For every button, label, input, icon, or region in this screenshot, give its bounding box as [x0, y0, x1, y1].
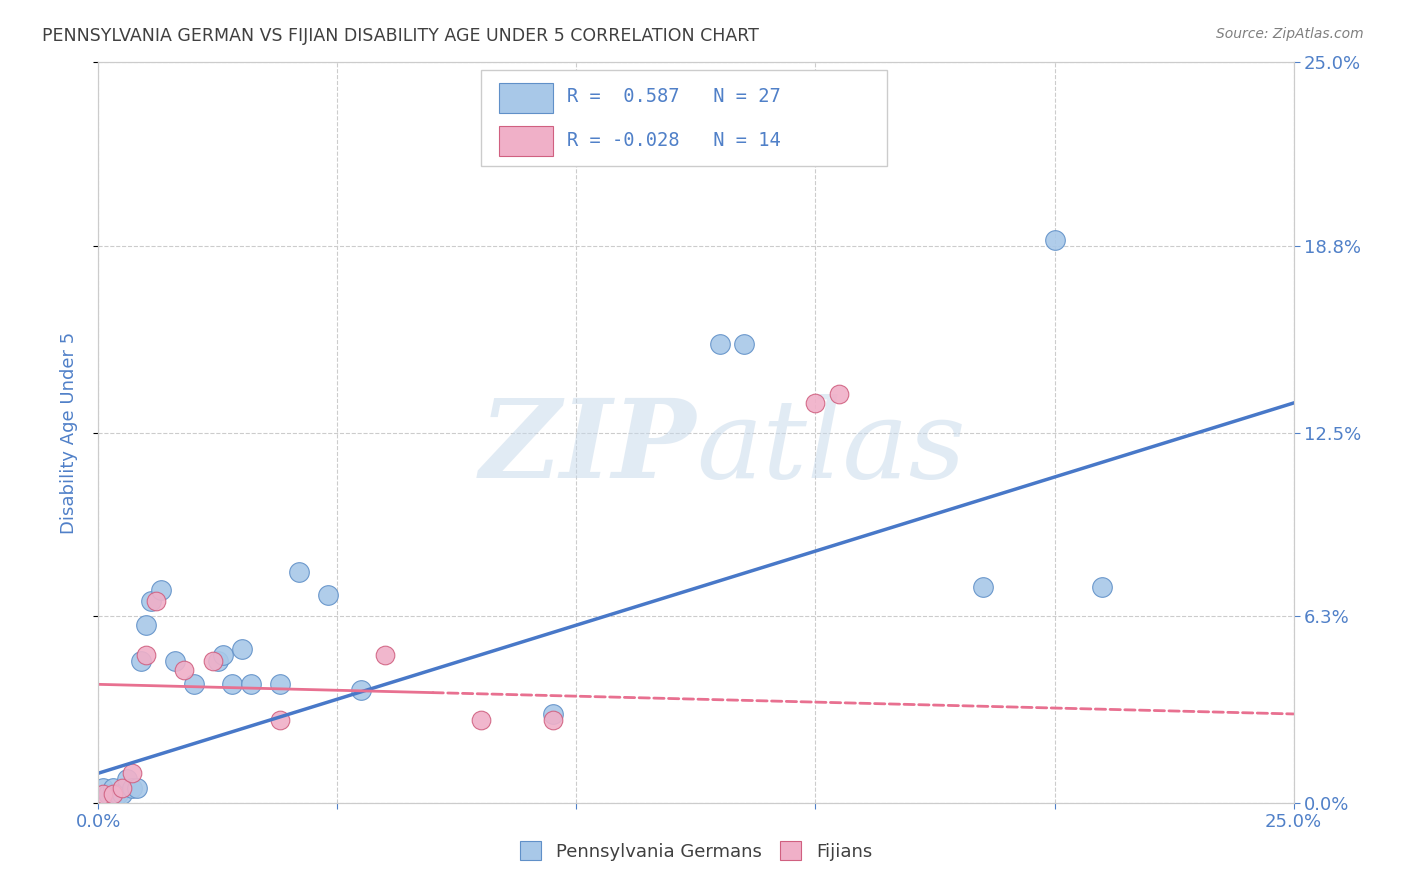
Text: PENNSYLVANIA GERMAN VS FIJIAN DISABILITY AGE UNDER 5 CORRELATION CHART: PENNSYLVANIA GERMAN VS FIJIAN DISABILITY…	[42, 27, 759, 45]
Point	[91, 780, 114, 795]
Point	[101, 780, 124, 795]
Point	[211, 648, 233, 662]
Point	[135, 648, 157, 662]
Point	[145, 594, 167, 608]
Point	[121, 780, 143, 795]
Text: atlas: atlas	[696, 393, 966, 501]
Point	[101, 787, 124, 801]
Y-axis label: Disability Age Under 5: Disability Age Under 5	[59, 332, 77, 533]
Point	[131, 654, 153, 668]
Point	[804, 396, 827, 410]
Point	[149, 582, 172, 597]
Point	[240, 677, 263, 691]
Point	[316, 589, 339, 603]
Point	[269, 677, 291, 691]
Point	[709, 336, 731, 351]
Legend: Pennsylvania Germans, Fijians: Pennsylvania Germans, Fijians	[513, 834, 879, 868]
FancyBboxPatch shape	[499, 83, 553, 113]
Point	[828, 387, 851, 401]
Text: ZIP: ZIP	[479, 393, 696, 501]
Point	[1043, 233, 1066, 247]
Point	[972, 580, 994, 594]
Point	[288, 565, 311, 579]
Point	[1091, 580, 1114, 594]
Point	[202, 654, 225, 668]
Point	[121, 766, 143, 780]
Point	[139, 594, 162, 608]
Point	[135, 618, 157, 632]
FancyBboxPatch shape	[481, 70, 887, 166]
Point	[231, 641, 253, 656]
Point	[269, 713, 291, 727]
Point	[115, 772, 138, 786]
Text: R =  0.587   N = 27: R = 0.587 N = 27	[567, 87, 780, 106]
Point	[91, 787, 114, 801]
Point	[470, 713, 492, 727]
Point	[183, 677, 205, 691]
Point	[541, 706, 564, 721]
Point	[163, 654, 186, 668]
Point	[374, 648, 396, 662]
Point	[207, 654, 229, 668]
Point	[107, 787, 129, 801]
Point	[125, 780, 148, 795]
Point	[350, 683, 373, 698]
Point	[733, 336, 755, 351]
Point	[97, 787, 120, 801]
Text: R = -0.028   N = 14: R = -0.028 N = 14	[567, 130, 780, 150]
Point	[111, 780, 134, 795]
Point	[221, 677, 243, 691]
Point	[173, 663, 195, 677]
FancyBboxPatch shape	[499, 127, 553, 156]
Point	[111, 787, 134, 801]
Text: Source: ZipAtlas.com: Source: ZipAtlas.com	[1216, 27, 1364, 41]
Point	[541, 713, 564, 727]
